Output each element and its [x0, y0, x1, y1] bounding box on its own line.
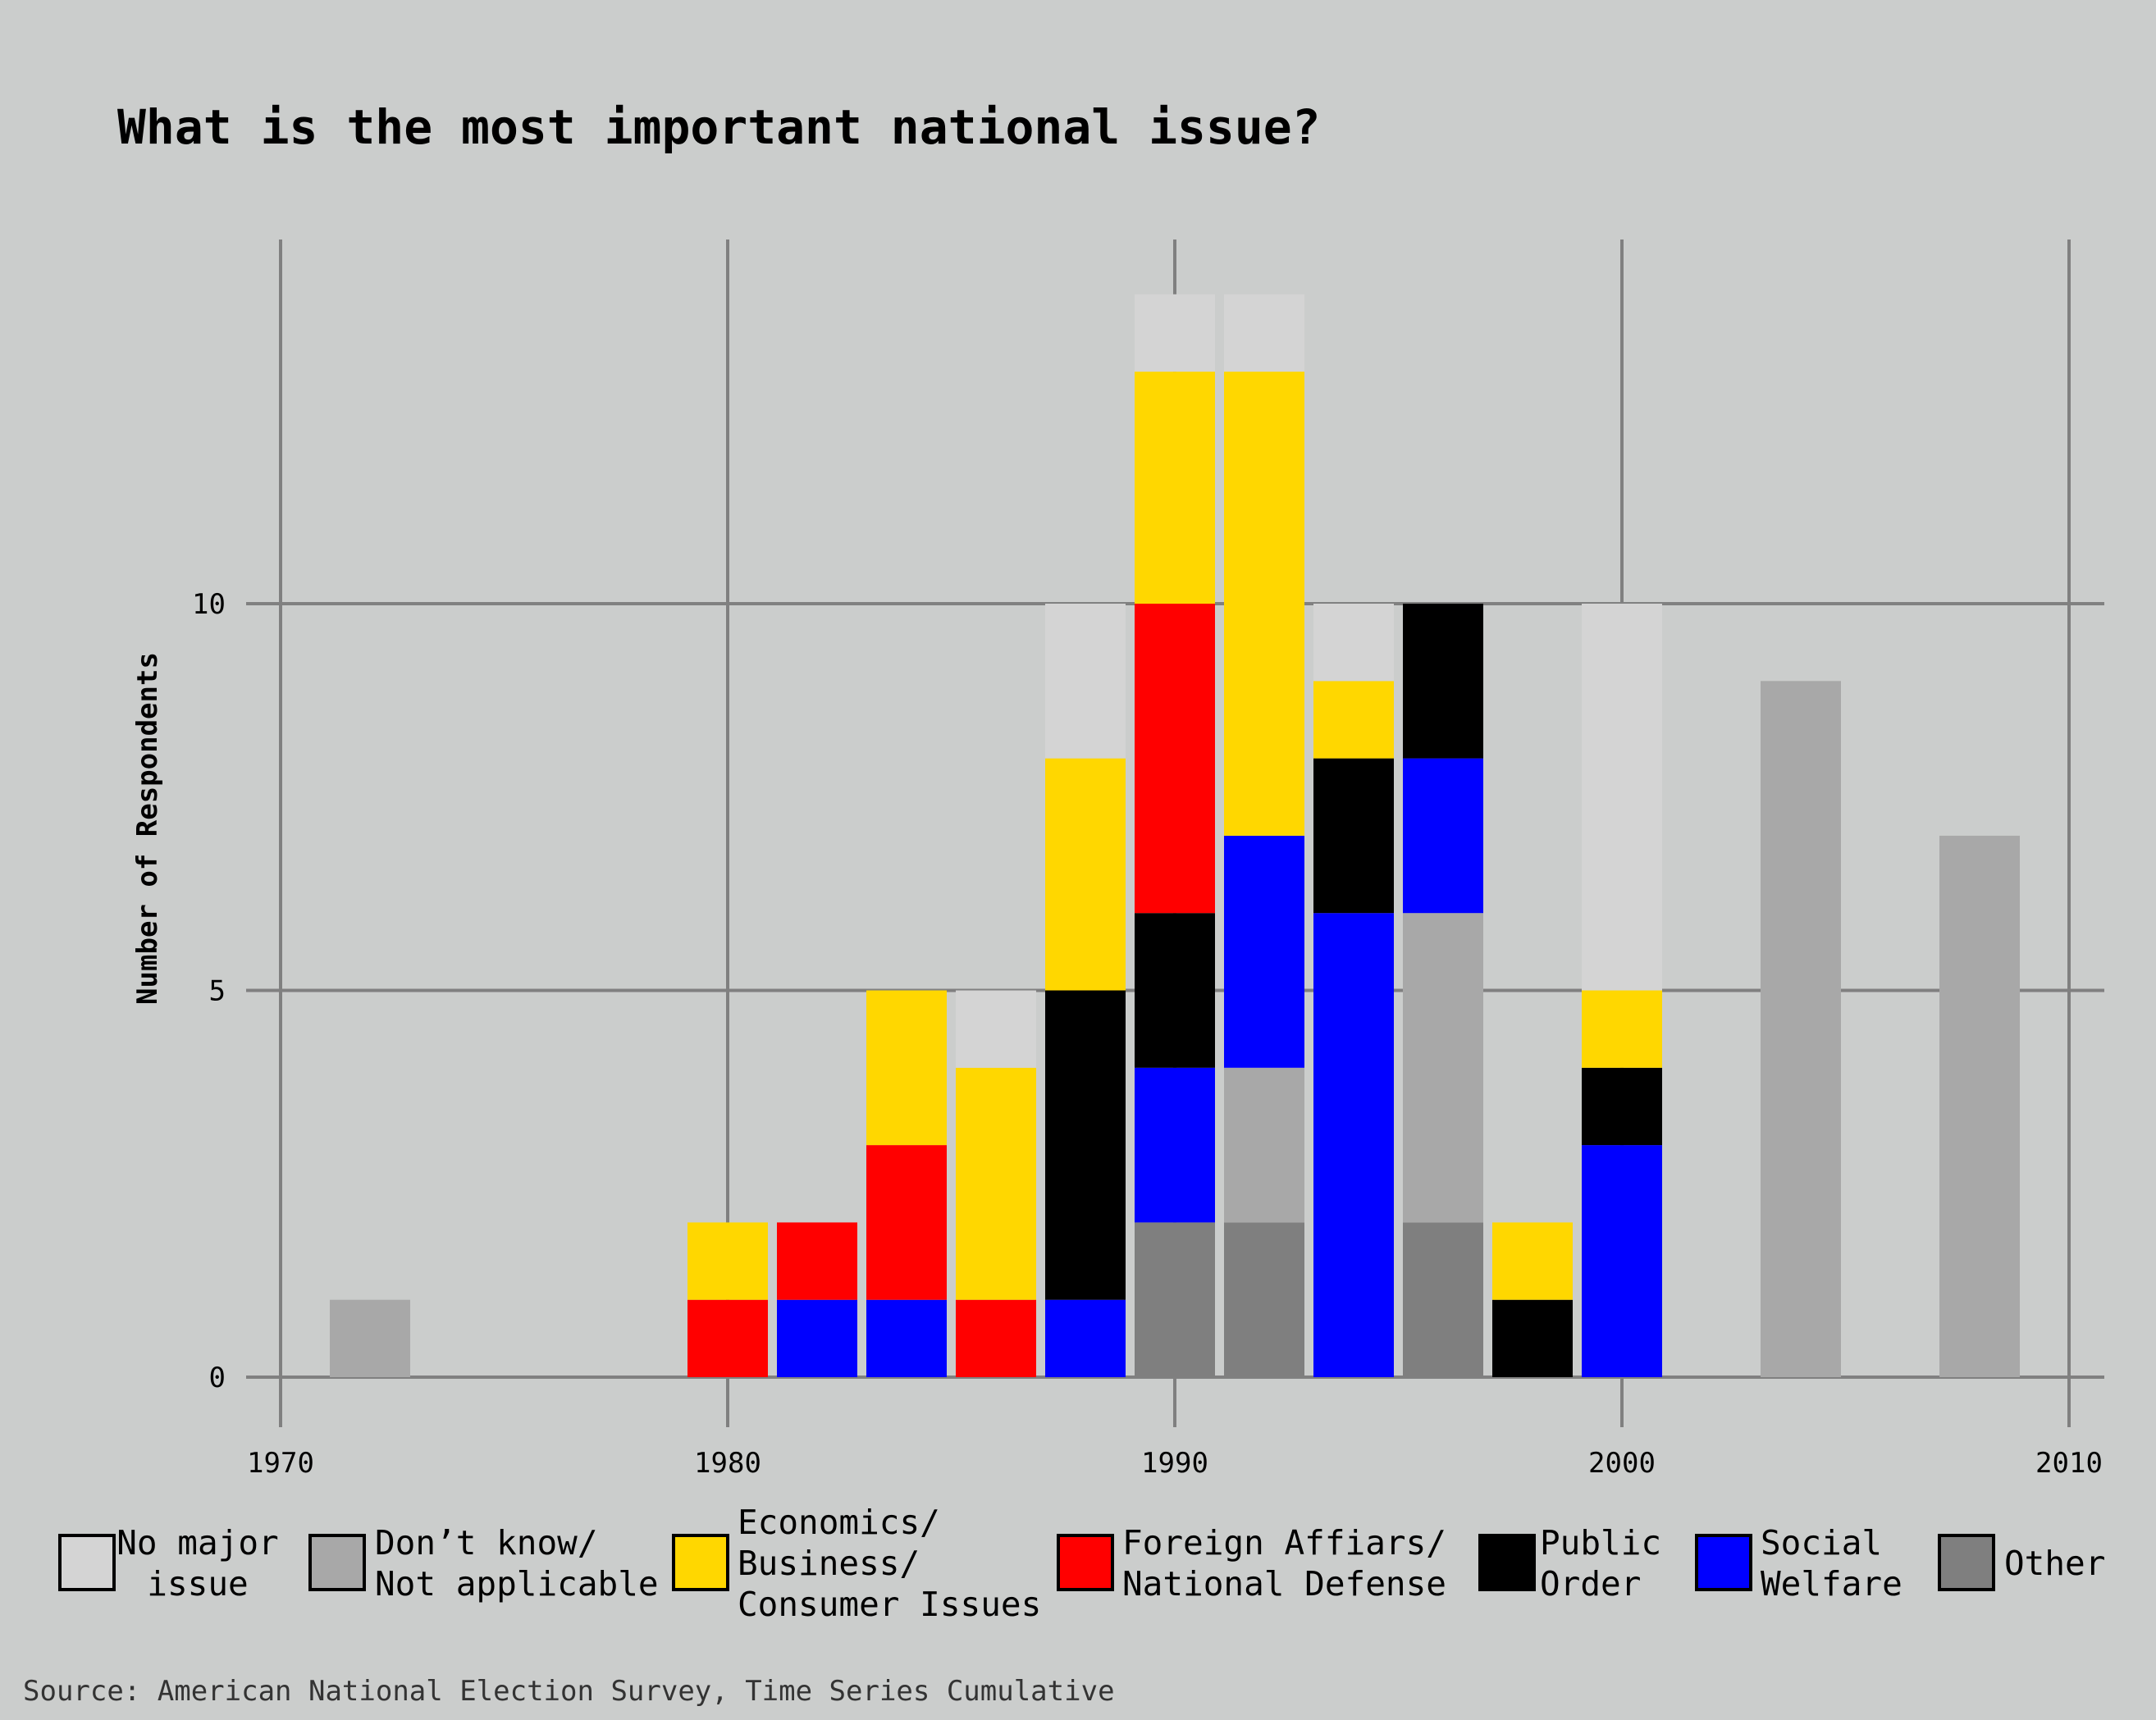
chart-title: What is the most important national issu… [117, 99, 1321, 155]
bar-segment [1582, 1145, 1662, 1377]
bar-segment [777, 1222, 857, 1300]
bar-segment [1045, 604, 1126, 759]
bar-segment [1313, 681, 1394, 759]
legend-swatch [1478, 1534, 1536, 1591]
legend-label: Foreign Affiars/ [1122, 1523, 1446, 1563]
y-tick-label: 0 [209, 1362, 226, 1394]
y-tick-label: 10 [192, 588, 226, 621]
bar-segment [1045, 758, 1126, 991]
bar-segment [866, 1145, 947, 1300]
bar-segment [1224, 835, 1304, 1068]
bar-segment [330, 1299, 410, 1377]
legend-label: Business/ [738, 1544, 920, 1583]
bar-segment [1582, 604, 1662, 991]
legend-label: Other [2004, 1544, 2105, 1583]
bar-segment [1224, 1222, 1304, 1377]
bar-segment [1313, 913, 1394, 1377]
x-tick-label: 1970 [247, 1447, 314, 1480]
bar-segment [1582, 1067, 1662, 1146]
bar-segment [1313, 604, 1394, 682]
bar-segment [1135, 294, 1215, 372]
bar-segment [1135, 1222, 1215, 1377]
bar-segment [866, 990, 947, 1146]
bar-segment [1492, 1299, 1573, 1377]
bar-segment [1403, 604, 1483, 759]
y-tick-label: 5 [209, 975, 226, 1008]
bar-segment [956, 990, 1036, 1068]
bar-segment [1045, 1299, 1126, 1377]
legend-swatch [1057, 1534, 1114, 1591]
bar-segment [687, 1222, 768, 1300]
bars [330, 294, 2020, 1377]
legend-label: Welfare [1761, 1564, 1902, 1604]
legend-label: Social [1761, 1523, 1882, 1563]
legend-label: Don’t know/ [375, 1523, 598, 1563]
bar-segment [1582, 990, 1662, 1068]
bar-segment [777, 1299, 857, 1377]
legend-label: National Defense [1122, 1564, 1446, 1604]
bar-segment [956, 1299, 1036, 1377]
bar-segment [1224, 1067, 1304, 1223]
bar-segment [1135, 913, 1215, 1068]
bar-segment [1135, 372, 1215, 604]
bar-segment [1224, 294, 1304, 372]
legend-swatch [308, 1534, 366, 1591]
legend-label: Economics/ [738, 1503, 940, 1542]
bar-segment [1135, 1067, 1215, 1223]
legend-label: Not applicable [375, 1564, 659, 1604]
x-tick-label: 1980 [694, 1447, 761, 1480]
legend-label: Public [1540, 1523, 1661, 1563]
x-tick-label: 1990 [1141, 1447, 1208, 1480]
bar-segment [1761, 681, 1841, 1377]
bar-segment [1135, 604, 1215, 914]
legend-swatch [58, 1534, 116, 1591]
bar-segment [1403, 758, 1483, 914]
legend-label: No major [116, 1523, 278, 1563]
bar-segment [956, 1067, 1036, 1300]
bar-segment [1939, 835, 2020, 1377]
y-axis-label: Number of Respondents [131, 652, 164, 1005]
bar-segment [1492, 1222, 1573, 1300]
bar-segment [866, 1299, 947, 1377]
legend-label: Consumer Issues [738, 1585, 1041, 1624]
bar-segment [1403, 913, 1483, 1223]
bar-segment [1313, 758, 1394, 914]
legend-label: Order [1540, 1564, 1641, 1604]
legend-swatch [1695, 1534, 1752, 1591]
bar-segment [1224, 372, 1304, 836]
x-tick-label: 2000 [1588, 1447, 1656, 1480]
legend-swatch [1938, 1534, 1995, 1591]
source-note: Source: American National Election Surve… [23, 1675, 1115, 1708]
bar-segment [687, 1299, 768, 1377]
bar-segment [1403, 1222, 1483, 1377]
x-tick-label: 2010 [2035, 1447, 2103, 1480]
axes: 1970 1980 1990 2000 2010 0 5 10 [192, 588, 2103, 1480]
legend-label: issue [147, 1564, 248, 1604]
bar-segment [1045, 990, 1126, 1300]
legend-swatch [672, 1534, 729, 1591]
